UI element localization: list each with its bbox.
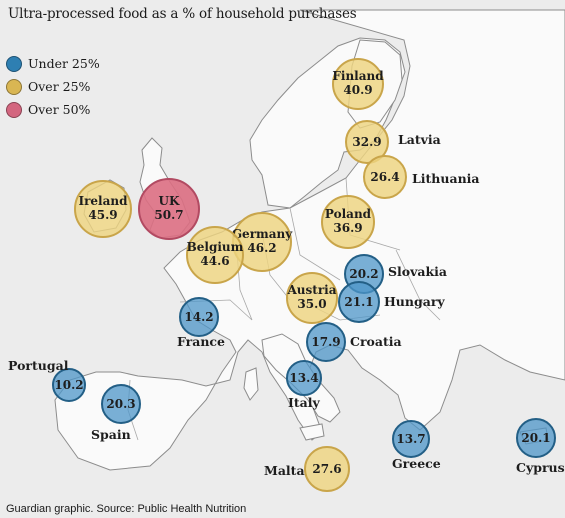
bubble-croatia: 17.9 <box>306 322 346 362</box>
poland-name: Poland <box>324 207 372 222</box>
bubble-france: 14.2 <box>179 297 219 337</box>
bubble-spain: 20.3 <box>101 384 141 424</box>
ireland-name: Ireland <box>78 194 128 209</box>
bubble-germany: Germany 46.2 <box>232 212 292 272</box>
chart-title: Ultra-processed food as a % of household… <box>8 6 357 22</box>
hungary-label: Hungary <box>384 294 445 309</box>
finland-name: Finland <box>332 69 384 84</box>
legend: Under 25% Over 25% Over 50% <box>6 52 100 121</box>
france-label: France <box>177 334 225 349</box>
latvia-label: Latvia <box>398 132 441 147</box>
bubble-cyprus: 20.1 <box>516 418 556 458</box>
italy-value: 13.4 <box>289 371 319 385</box>
slovakia-label: Slovakia <box>388 264 447 279</box>
legend-dot-over-25 <box>6 78 22 95</box>
bubble-hungary: 21.1 <box>338 281 380 323</box>
uk-value: 50.7 <box>154 208 184 222</box>
poland-value: 36.9 <box>333 221 363 235</box>
sardinia-landmass <box>243 367 259 401</box>
germany-value: 46.2 <box>247 241 277 255</box>
spain-value: 20.3 <box>106 397 136 411</box>
france-value: 14.2 <box>184 310 214 324</box>
ireland-value: 45.9 <box>88 208 118 222</box>
bubble-uk: UK 50.7 <box>138 178 200 240</box>
legend-label-under-25: Under 25% <box>28 56 100 71</box>
legend-label-over-50: Over 50% <box>28 102 91 117</box>
lithuania-label: Lithuania <box>412 171 480 186</box>
italy-label: Italy <box>288 395 320 410</box>
spain-label: Spain <box>91 427 131 442</box>
belgium-name: Belgium <box>186 240 244 255</box>
greece-label: Greece <box>392 456 441 471</box>
cyprus-value: 20.1 <box>521 431 551 445</box>
hungary-value: 21.1 <box>344 295 374 309</box>
legend-item-over-25: Over 25% <box>6 75 100 98</box>
bubble-finland: Finland 40.9 <box>332 58 384 110</box>
legend-label-over-25: Over 25% <box>28 79 91 94</box>
source-credit: Guardian graphic. Source: Public Health … <box>6 503 247 515</box>
legend-dot-under-25 <box>6 55 22 72</box>
uk-name: UK <box>158 194 180 209</box>
malta-value: 27.6 <box>312 462 342 476</box>
bubble-italy: 13.4 <box>286 360 322 396</box>
bubble-lithuania: 26.4 <box>363 155 407 199</box>
germany-name: Germany <box>231 227 293 242</box>
portugal-label: Portugal <box>8 358 69 373</box>
legend-item-under-25: Under 25% <box>6 52 100 75</box>
austria-value: 35.0 <box>297 297 327 311</box>
legend-dot-over-50 <box>6 101 22 118</box>
latvia-value: 32.9 <box>352 135 382 149</box>
lithuania-value: 26.4 <box>370 170 400 184</box>
croatia-value: 17.9 <box>311 335 341 349</box>
bubble-portugal: 10.2 <box>52 368 86 402</box>
bubble-austria: Austria 35.0 <box>286 272 338 324</box>
bubble-ireland: Ireland 45.9 <box>74 180 132 238</box>
bubble-poland: Poland 36.9 <box>321 195 375 249</box>
croatia-label: Croatia <box>350 334 402 349</box>
malta-label: Malta <box>264 463 305 478</box>
greece-value: 13.7 <box>396 432 426 446</box>
bubble-malta: 27.6 <box>304 446 350 492</box>
belgium-value: 44.6 <box>200 254 230 268</box>
sicily-landmass <box>299 423 325 441</box>
slovakia-value: 20.2 <box>349 267 379 281</box>
finland-value: 40.9 <box>343 83 373 97</box>
austria-name: Austria <box>287 283 337 298</box>
portugal-value: 10.2 <box>54 378 84 392</box>
bubble-belgium: Belgium 44.6 <box>186 226 244 284</box>
legend-item-over-50: Over 50% <box>6 98 100 121</box>
cyprus-label: Cyprus <box>516 460 565 475</box>
bubble-greece: 13.7 <box>392 420 430 458</box>
